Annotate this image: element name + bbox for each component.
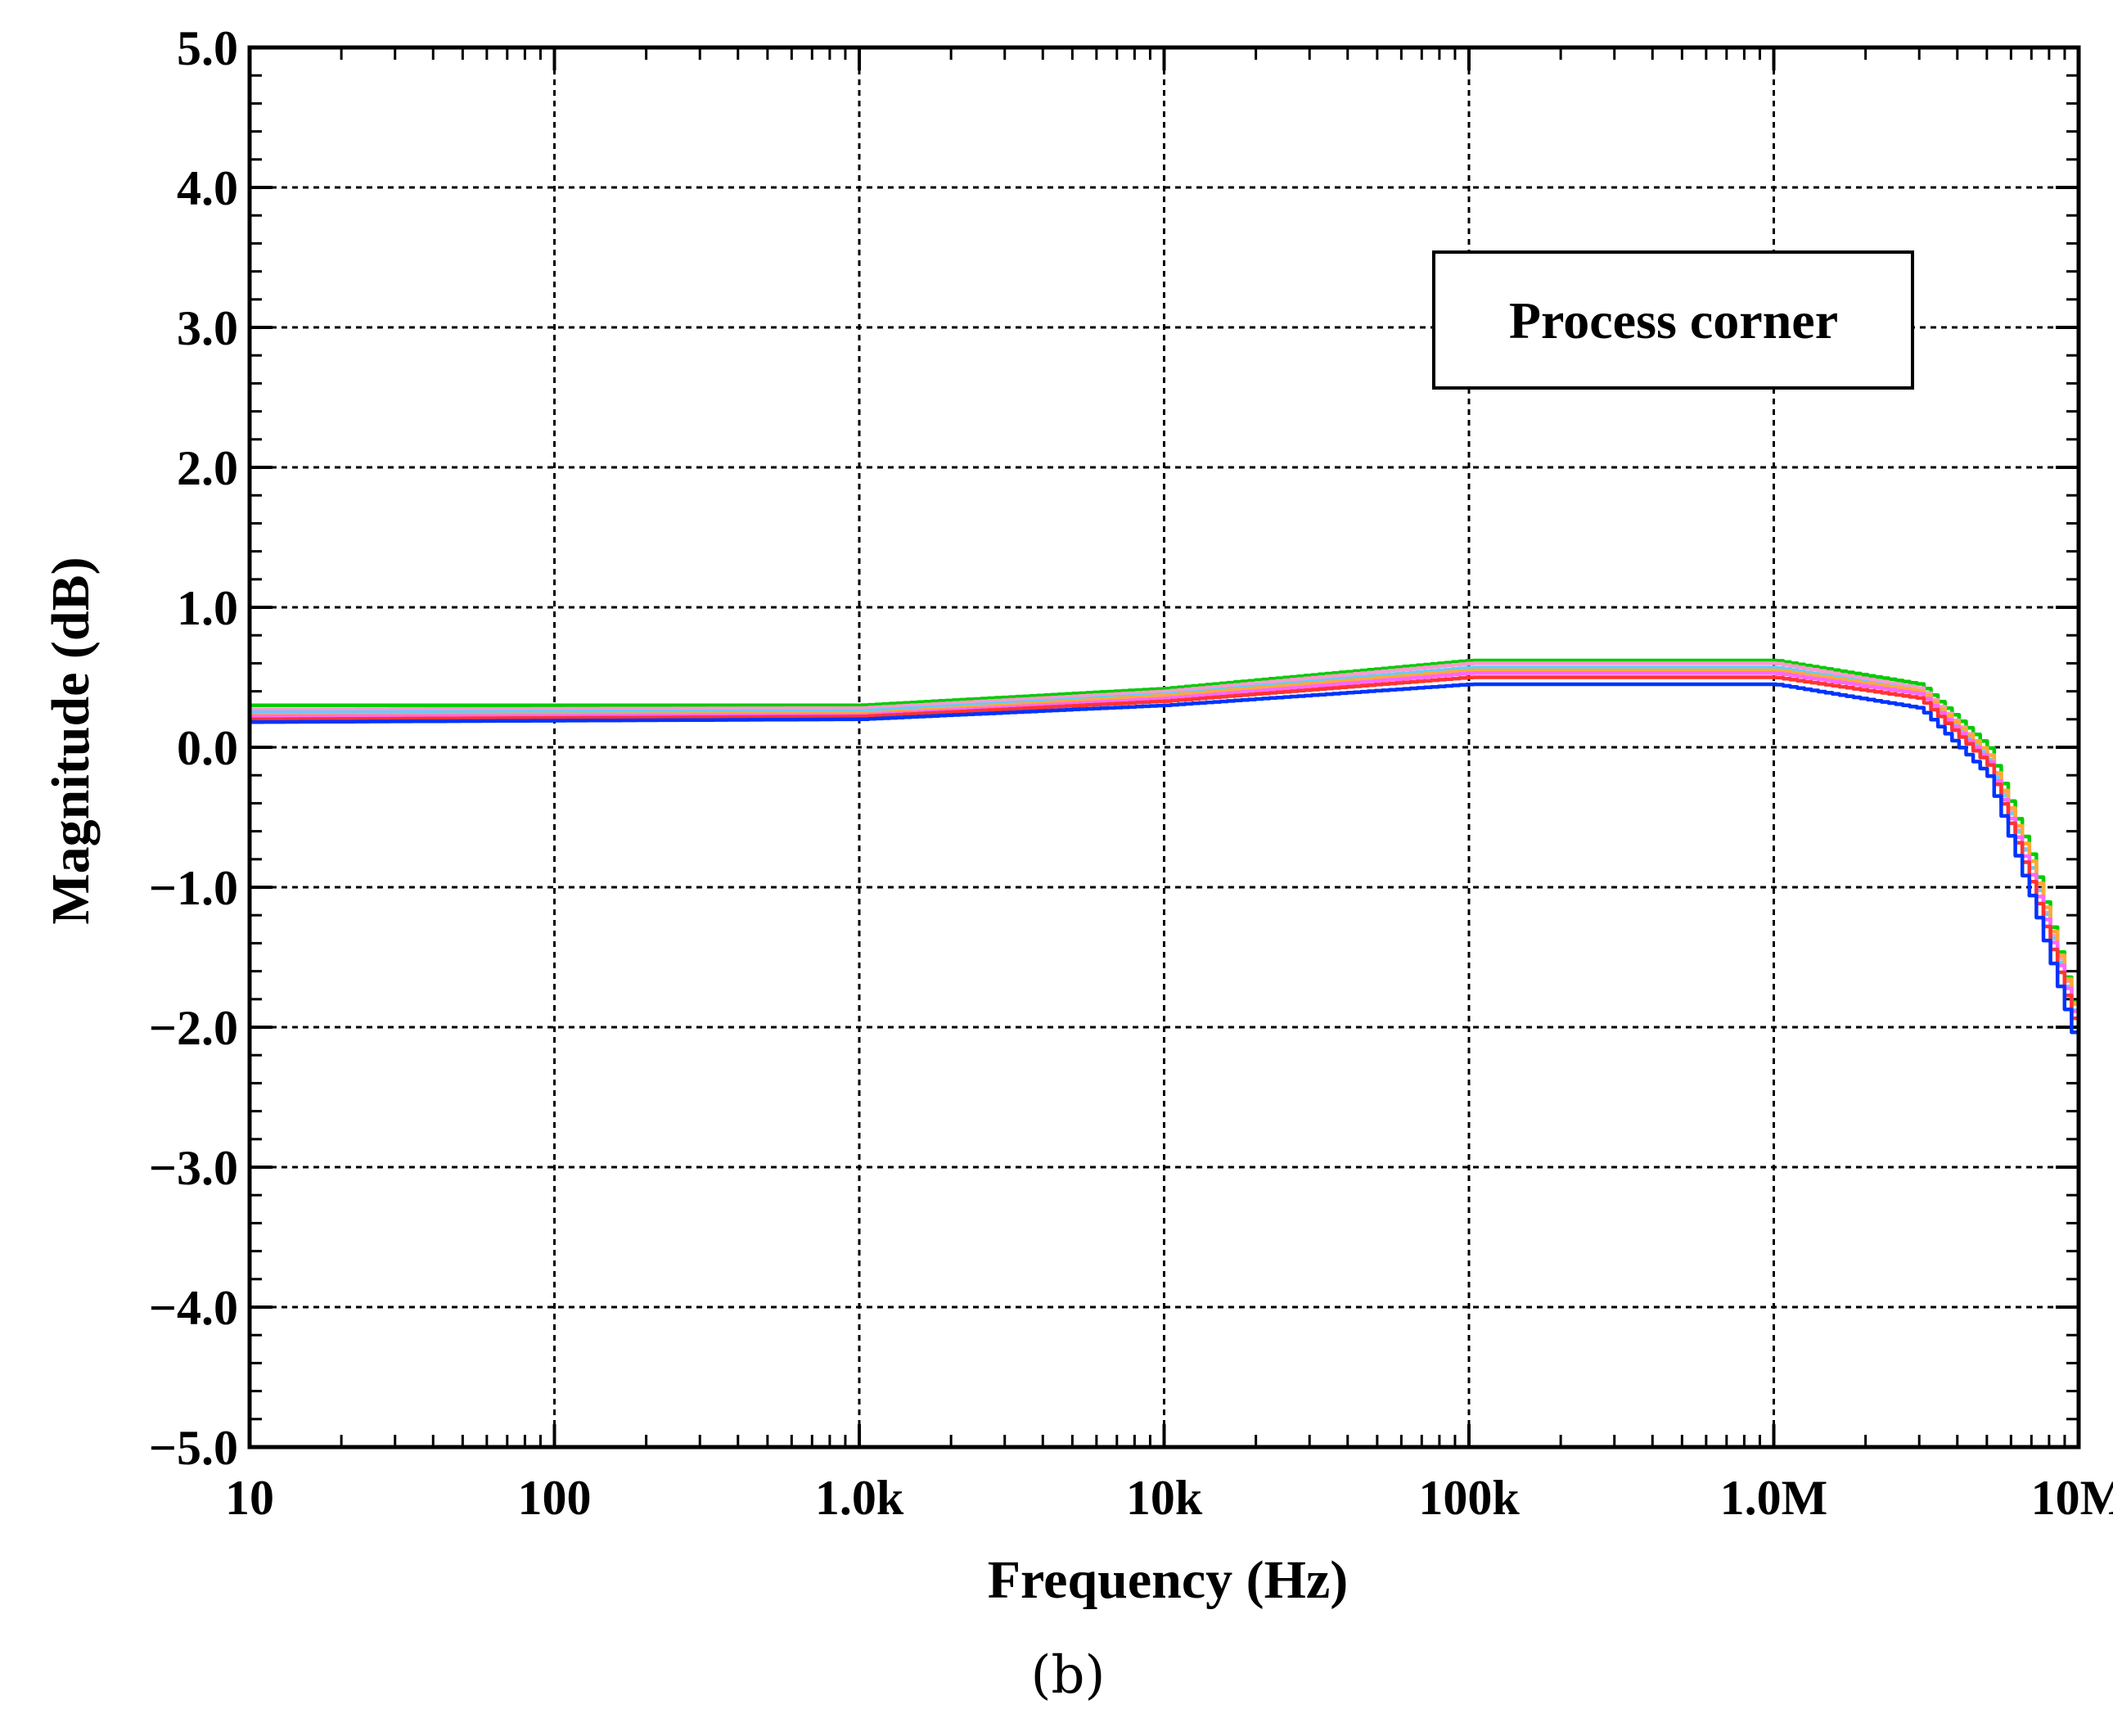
series-line-corner-7 bbox=[250, 682, 2081, 1056]
x-tick-label: 1.0M bbox=[1720, 1471, 1828, 1525]
x-tick-label: 10M bbox=[2031, 1471, 2113, 1525]
y-tick-label: −5.0 bbox=[149, 1421, 238, 1475]
series-line-corner-2 bbox=[250, 661, 2081, 1027]
figure-caption: (b) bbox=[1031, 1645, 1106, 1706]
x-tick-label: 1.0k bbox=[815, 1471, 904, 1525]
y-axis-label: Magnitude (dB) bbox=[41, 557, 101, 924]
y-tick-label: 2.0 bbox=[177, 441, 238, 495]
series-line-corner-5 bbox=[250, 671, 2081, 1035]
y-tick-label: 3.0 bbox=[177, 301, 238, 355]
y-tick-label: −1.0 bbox=[149, 861, 238, 915]
y-tick-label: 0.0 bbox=[177, 721, 238, 775]
y-tick-label: −4.0 bbox=[149, 1281, 238, 1335]
series-layer bbox=[250, 658, 2081, 1056]
legend-box: Process corner bbox=[1432, 250, 1914, 390]
plot-frame bbox=[247, 45, 2081, 1450]
y-tick-label: −3.0 bbox=[149, 1141, 238, 1195]
y-tick-label: −2.0 bbox=[149, 1001, 238, 1055]
x-tick-label: 10 bbox=[225, 1471, 274, 1525]
annotation-label: Process corner bbox=[1509, 291, 1838, 349]
series-line-corner-1 bbox=[250, 658, 2081, 1027]
x-tick-labels: 10 100 1.0k 10k 100k 1.0M 10M bbox=[225, 1471, 2113, 1525]
x-axis-label: Frequency (Hz) bbox=[988, 1550, 1349, 1610]
y-tick-label: 1.0 bbox=[177, 581, 238, 635]
y-tick-labels: 5.0 4.0 3.0 2.0 1.0 0.0 −1.0 −2.0 −3.0 −4.0 −5.0 bbox=[149, 21, 238, 1475]
x-tick-label: 10k bbox=[1126, 1471, 1203, 1525]
y-tick-label: 5.0 bbox=[177, 21, 238, 75]
x-tick-label: 100 bbox=[518, 1471, 592, 1525]
x-tick-label: 100k bbox=[1418, 1471, 1520, 1525]
y-tick-label: 4.0 bbox=[177, 161, 238, 215]
series-line-corner-6 bbox=[250, 675, 2081, 1042]
